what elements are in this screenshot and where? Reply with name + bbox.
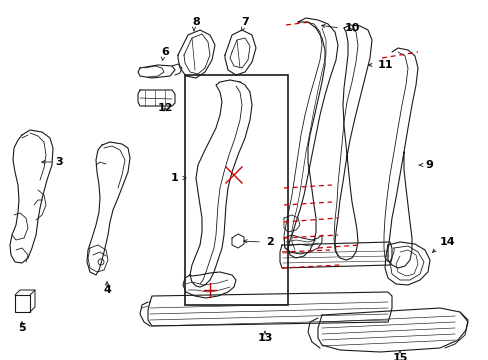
Text: 13: 13 [257,333,272,343]
Text: 7: 7 [241,17,248,27]
Text: 3: 3 [55,157,62,167]
Text: 8: 8 [192,17,200,27]
Text: 2: 2 [265,237,273,247]
Text: 11: 11 [377,60,393,70]
Bar [184,75,287,305]
Text: 6: 6 [161,47,168,57]
Text: 15: 15 [391,353,407,360]
Text: 4: 4 [103,285,111,295]
Text: 14: 14 [439,237,455,247]
Text: 5: 5 [18,323,26,333]
Text: 1: 1 [171,173,179,183]
Text: 12: 12 [157,103,172,113]
Text: 9: 9 [424,160,432,170]
Text: 10: 10 [345,23,360,33]
